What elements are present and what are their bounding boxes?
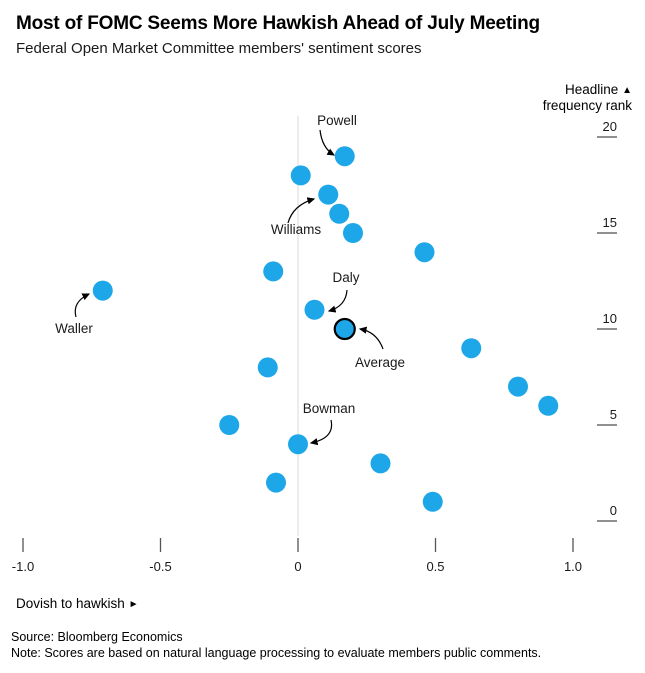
annotation-arrow-powell [319,129,336,156]
scatter-point [343,223,363,243]
right-triangle-icon: ► [128,599,139,610]
scatter-point-powell [334,146,355,167]
y-tick-label: 0 [610,503,617,518]
annotation-arrow-daly [327,289,348,313]
annotation-arrow-waller [74,293,91,318]
scatter-chart: 20 15 10 5 0 -1.0 -0.5 0 0.5 1.0 Powell Williams Wal… [12,113,617,574]
y-tick-label: 20 [603,119,617,134]
annotation-label-williams: Williams [271,222,321,237]
note-text: Note: Scores are based on natural langua… [11,646,542,660]
scatter-point-bowman [288,434,308,455]
scatter-point [219,415,240,435]
scatter-point [329,203,350,224]
up-triangle-icon: ▲ [622,85,632,96]
y-axis-title: Headline ▲ frequency rank [543,82,632,114]
x-tick-label: 0 [294,559,301,574]
scatter-point [538,395,559,416]
y-axis-title-line1: Headline [565,82,619,97]
page-title: Most of FOMC Seems More Hawkish Ahead of… [16,13,540,34]
annotation-label-bowman: Bowman [303,401,356,416]
scatter-point [422,491,443,512]
average-point [333,317,356,341]
x-tick-label: 0.5 [426,559,444,574]
y-tick-label: 15 [603,215,617,230]
source-text: Source: Bloomberg Economics [11,630,183,644]
page-subtitle: Federal Open Market Committee members' s… [16,40,422,57]
x-tick-label: 1.0 [564,559,582,574]
scatter-point [461,338,482,359]
x-axis-caption-text: Dovish to hawkish [16,596,125,611]
annotation-label-powell: Powell [317,113,357,128]
annotation-label-average: Average [355,355,405,370]
scatter-point [414,242,435,263]
scatter-point [257,357,278,378]
x-axis-caption: Dovish to hawkish ► [16,596,138,611]
scatter-point-williams [318,184,339,205]
scatter-point [266,472,286,493]
y-tick-label: 10 [603,311,617,326]
y-tick-label: 5 [610,407,617,422]
scatter-point [290,165,311,186]
annotation-label-waller: Waller [55,321,93,336]
annotation-arrow-bowman [309,419,333,446]
x-tick-label: -0.5 [149,559,171,574]
scatter-point-daly [304,299,325,320]
annotation-arrow-average [358,326,384,350]
scatter-point [370,453,391,474]
y-axis-title-line2: frequency rank [542,98,632,114]
x-tick-label: -1.0 [12,559,34,574]
chart-layers: 20 15 10 5 0 -1.0 -0.5 0 0.5 1.0 Powell Williams Wal… [12,113,617,574]
scatter-point-waller [92,280,113,301]
scatter-point [263,261,284,282]
scatter-point [508,376,528,397]
annotation-label-daly: Daly [332,270,359,285]
annotation-arrow-williams [287,197,316,224]
